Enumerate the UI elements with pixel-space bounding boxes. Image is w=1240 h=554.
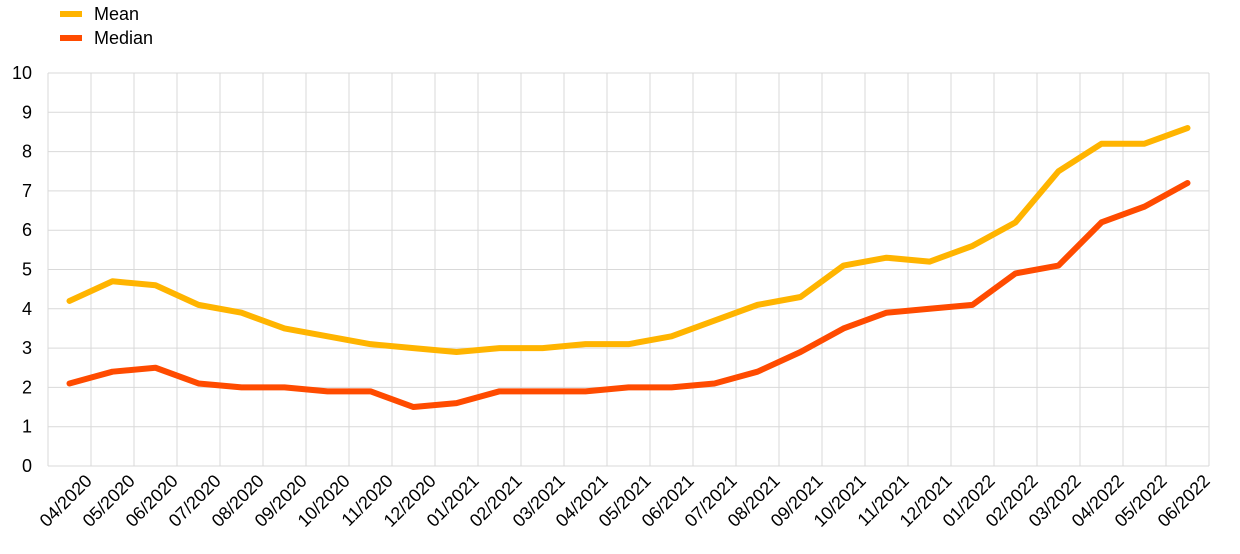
- data-point-mean: [1142, 141, 1147, 147]
- data-point-median: [927, 306, 932, 312]
- data-point-mean: [1056, 168, 1061, 174]
- y-tick-label: 2: [22, 377, 32, 397]
- legend-item-median: Median: [60, 26, 153, 50]
- data-point-median: [497, 388, 502, 394]
- data-point-median: [67, 380, 72, 386]
- data-point-mean: [497, 345, 502, 351]
- y-tick-label: 5: [22, 260, 32, 280]
- data-point-mean: [626, 341, 631, 347]
- data-point-median: [110, 369, 115, 375]
- data-point-median: [841, 325, 846, 331]
- y-tick-label: 1: [22, 417, 32, 437]
- data-point-mean: [454, 349, 459, 355]
- y-tick-label: 6: [22, 220, 32, 240]
- data-point-median: [1056, 263, 1061, 269]
- data-point-mean: [755, 302, 760, 308]
- data-point-median: [970, 302, 975, 308]
- data-point-mean: [583, 341, 588, 347]
- data-point-mean: [196, 302, 201, 308]
- data-point-median: [454, 400, 459, 406]
- data-point-mean: [927, 259, 932, 265]
- data-point-mean: [798, 294, 803, 300]
- data-point-mean: [540, 345, 545, 351]
- data-point-median: [669, 384, 674, 390]
- y-tick-label: 9: [22, 102, 32, 122]
- y-tick-label: 0: [22, 456, 32, 476]
- legend-item-mean: Mean: [60, 2, 153, 26]
- legend-label-median: Median: [94, 27, 154, 48]
- y-tick-label: 4: [22, 299, 32, 319]
- data-point-mean: [411, 345, 416, 351]
- legend-swatch-median: [60, 35, 82, 41]
- data-point-median: [884, 310, 889, 316]
- data-point-mean: [368, 341, 373, 347]
- data-point-median: [626, 384, 631, 390]
- series-line-mean: [66, 125, 1191, 356]
- data-point-mean: [67, 298, 72, 304]
- data-point-mean: [669, 333, 674, 339]
- y-tick-label: 3: [22, 338, 32, 358]
- data-point-mean: [970, 243, 975, 249]
- data-point-mean: [282, 325, 287, 331]
- data-point-mean: [1185, 125, 1190, 131]
- data-point-median: [798, 349, 803, 355]
- data-point-median: [411, 404, 416, 410]
- data-point-median: [1013, 270, 1018, 276]
- y-tick-label: 7: [22, 181, 32, 201]
- data-point-median: [1142, 204, 1147, 210]
- data-point-median: [239, 384, 244, 390]
- data-point-median: [153, 365, 158, 371]
- y-tick-label: 10: [12, 63, 32, 83]
- data-point-mean: [712, 318, 717, 324]
- data-point-median: [540, 388, 545, 394]
- legend-label-mean: Mean: [94, 3, 140, 24]
- data-point-median: [1099, 219, 1104, 225]
- data-point-median: [712, 380, 717, 386]
- data-point-mean: [841, 263, 846, 269]
- data-point-median: [282, 384, 287, 390]
- data-point-mean: [110, 278, 115, 284]
- data-point-median: [755, 369, 760, 375]
- data-point-mean: [325, 333, 330, 339]
- data-point-median: [196, 380, 201, 386]
- y-tick-label: 8: [22, 142, 32, 162]
- legend-swatch-mean: [60, 11, 82, 17]
- data-point-mean: [1013, 219, 1018, 225]
- data-point-mean: [239, 310, 244, 316]
- data-point-mean: [1099, 141, 1104, 147]
- data-point-mean: [153, 282, 158, 288]
- data-point-median: [368, 388, 373, 394]
- data-point-median: [1185, 180, 1190, 186]
- data-point-median: [325, 388, 330, 394]
- legend: Mean Median: [60, 2, 153, 50]
- data-point-median: [583, 388, 588, 394]
- data-point-mean: [884, 255, 889, 261]
